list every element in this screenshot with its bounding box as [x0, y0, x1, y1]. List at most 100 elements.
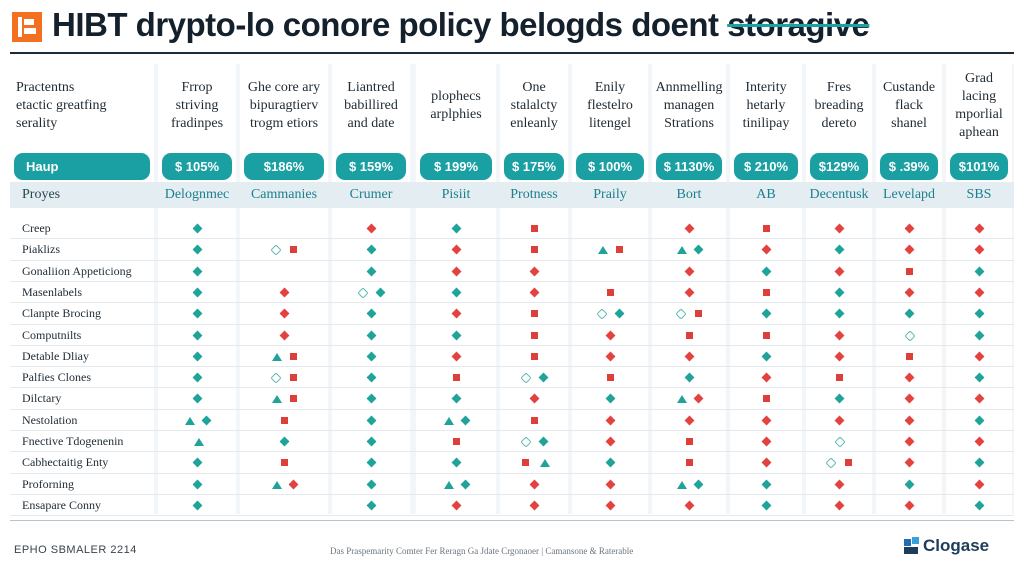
- row-divider: [10, 515, 1014, 517]
- row-label: Masenlabels: [22, 284, 82, 299]
- row-marker-sq: [531, 225, 538, 232]
- column-subheader: Decentusk: [809, 187, 869, 202]
- column-badge[interactable]: $101%: [950, 153, 1008, 180]
- column-header: Fres breading dereto: [814, 80, 864, 131]
- row-marker-sq: [616, 246, 623, 254]
- column-header: Enily flestelro litengel: [587, 80, 633, 131]
- row-marker-sq: [763, 331, 770, 339]
- column-badge[interactable]: $ 105%: [162, 153, 232, 180]
- row-marker-sq: [686, 438, 693, 445]
- row-label: Cabhectaitig Enty: [22, 455, 109, 470]
- row-divider: [10, 302, 1014, 304]
- row-marker-sq: [906, 352, 913, 360]
- row-marker-sq: [290, 374, 297, 382]
- column-header: Frrop striving fradinpes: [170, 80, 224, 131]
- row-marker-sq: [531, 310, 538, 318]
- row-label: Clanpte Brocing: [22, 306, 101, 321]
- row-marker-tr: [272, 352, 282, 361]
- row-label: Ensapare Conny: [22, 497, 101, 512]
- column-badge[interactable]: $129%: [810, 153, 868, 180]
- footer-divider: [10, 520, 1014, 521]
- row-marker-sq: [763, 225, 770, 232]
- row-label: Piaklizs: [22, 242, 60, 257]
- row-marker-sq: [607, 374, 614, 382]
- row-marker-sq: [686, 331, 693, 339]
- column-header: Interity hetarly tinilipay: [742, 80, 790, 131]
- row-divider: [10, 472, 1014, 474]
- column-badge[interactable]: $ 210%: [734, 153, 798, 180]
- row-marker-sq: [290, 352, 297, 360]
- column-badge[interactable]: $ 199%: [420, 153, 492, 180]
- row-divider: [10, 430, 1014, 431]
- column-header: Annmelling managen Strations: [655, 80, 723, 131]
- column-subheader: Protness: [510, 187, 558, 202]
- column-header: plophecs arplphies: [430, 89, 482, 122]
- row-marker-sq: [522, 459, 529, 467]
- page-title: HIBT drypto-lo conore policy belogds doe…: [52, 6, 870, 44]
- row-marker-tr: [677, 246, 687, 255]
- row-marker-sq: [836, 374, 843, 382]
- orange-flag-icon: [12, 12, 42, 42]
- row-marker-sq: [531, 246, 538, 254]
- row-marker-tr: [194, 438, 204, 446]
- row-divider: [10, 408, 1014, 410]
- row-marker-tr: [677, 480, 687, 489]
- column-subheader: Cammanies: [250, 187, 318, 202]
- footer-code: EPHO SBMALER 2214: [14, 544, 137, 556]
- row-divider: [10, 323, 1014, 325]
- row-label: Gonaliion Appeticiong: [22, 263, 132, 278]
- column-badge[interactable]: $ 100%: [576, 153, 644, 180]
- row-label: Fnective Tdogenenin: [22, 434, 124, 448]
- row-marker-sq: [763, 288, 770, 296]
- row-divider: [10, 344, 1014, 346]
- column-subheader: Crumer: [349, 187, 393, 202]
- row-divider: [10, 238, 1014, 240]
- row-marker-tr: [444, 416, 454, 425]
- blue-square-logo-icon: [904, 537, 919, 554]
- row-divider: [10, 259, 1014, 261]
- column-subheader: Pisiit: [441, 187, 471, 202]
- column-badge[interactable]: $ 159%: [336, 153, 406, 180]
- brand-logo[interactable]: Clogase: [904, 536, 989, 556]
- title-main: HIBT drypto-lo conore policy belogds doe…: [52, 6, 719, 43]
- row-divider: [10, 366, 1014, 368]
- column-subheader: SBS: [966, 187, 992, 202]
- row-label: Nestolation: [22, 412, 78, 427]
- row-marker-sq: [695, 310, 702, 318]
- column-badge[interactable]: $ 1130%: [656, 153, 722, 180]
- row-marker-sq: [281, 459, 288, 467]
- column-header: Liantred babillired and date: [344, 80, 398, 131]
- comparison-table: Practentns etactic greatfing serality Hau…: [10, 64, 1014, 517]
- row-divider: [10, 387, 1014, 389]
- row-marker-sq: [281, 416, 288, 424]
- row-divider: [10, 451, 1014, 453]
- column-badge[interactable]: Haup: [14, 153, 150, 180]
- title-divider: [10, 52, 1014, 54]
- row-label: Computnilts: [22, 327, 82, 342]
- row-marker-sq: [531, 352, 538, 360]
- row-marker-sq: [453, 374, 460, 382]
- row-marker-tr: [272, 395, 282, 404]
- row-marker-tr: [677, 395, 687, 404]
- row-marker-sq: [763, 395, 770, 403]
- column-subheader: Proyes: [22, 187, 61, 202]
- column-header: Ghe core ary bipuragtierv trogm etiors: [247, 80, 321, 131]
- subheader-band: [10, 182, 1014, 208]
- row-divider: [10, 280, 1014, 282]
- column-header: Custande flack shanel: [882, 80, 936, 131]
- column-subheader: Levelapd: [882, 187, 936, 202]
- column-badge[interactable]: $ 175%: [504, 153, 564, 180]
- column-subheader: Praily: [593, 187, 627, 202]
- row-marker-tr: [185, 416, 195, 425]
- column-badge[interactable]: $186%: [244, 153, 324, 180]
- row-label: Dilctary: [22, 391, 62, 406]
- row-label: Detable Dliay: [22, 348, 89, 363]
- row-marker-sq: [453, 438, 460, 445]
- column-header: Grad lacing mporlial aphean: [955, 71, 1003, 140]
- column-subheader: Delognmec: [164, 187, 230, 202]
- row-marker-sq: [531, 331, 538, 339]
- row-marker-sq: [531, 416, 538, 424]
- column-badge[interactable]: $ .39%: [880, 153, 938, 180]
- row-marker-sq: [845, 459, 852, 467]
- column-header: Practentns etactic greatfing serality: [16, 80, 107, 131]
